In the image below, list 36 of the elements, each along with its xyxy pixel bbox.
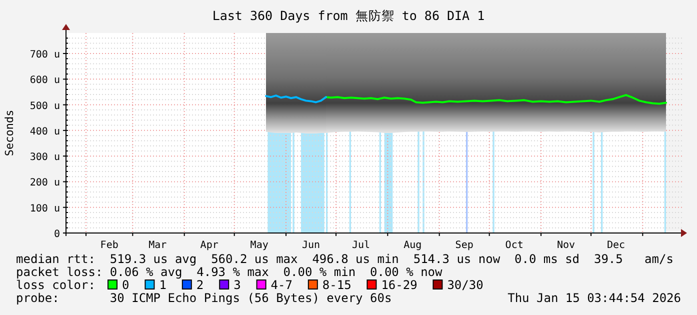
x-tick-label: Jun	[302, 240, 320, 251]
x-tick-label: Mar	[148, 240, 167, 251]
text: median rtt: 519.3 us avg 560.2 us max 496.8 us min 514.3 us now 0.0 ms sd 39.5 am/s	[16, 252, 674, 266]
x-tick-label: Aug	[404, 240, 422, 251]
legend-label: 16-29	[381, 278, 418, 292]
x-tick-label: Feb	[100, 240, 118, 251]
y-axis-title: Seconds	[3, 110, 16, 156]
x-tick-label: Apr	[200, 240, 218, 251]
y-tick-label: 400 u	[30, 126, 60, 138]
x-tick-label: Sep	[455, 240, 474, 251]
y-tick-label: 500 u	[30, 100, 60, 112]
x-tick-label: Dec	[606, 240, 626, 251]
legend-label: 30/30	[447, 278, 484, 292]
text: Thu Jan 15 03:44:54 2026	[508, 291, 681, 305]
y-tick-label: 100 u	[30, 203, 60, 214]
line-series	[325, 94, 667, 105]
y-tick-label: 300 u	[30, 152, 60, 164]
y-tick-label: 200 u	[30, 178, 60, 189]
x-tick-label: Oct	[505, 240, 524, 251]
legend-title: loss color:	[16, 278, 96, 292]
text: probe: 30 ICMP Echo Pings (56 Bytes) every 60s	[16, 291, 392, 305]
legend-label: 1	[159, 278, 166, 292]
legend-label: 0	[122, 278, 130, 292]
chart-title: Last 360 Days from 無防禦 to 86 DIA 1	[212, 8, 485, 23]
x-tick-label: Jul	[352, 240, 370, 251]
y-tick-label: 700 u	[30, 50, 60, 61]
x-tick-label: May	[250, 240, 268, 251]
y-tick-label: 600 u	[30, 75, 60, 86]
line-series	[265, 94, 327, 104]
legend-label: 3	[234, 278, 241, 292]
y-tick-label: 0	[54, 229, 60, 240]
legend-label: 4-7	[270, 278, 292, 292]
legend-label: 8-15	[322, 278, 352, 292]
legend-label: 2	[196, 278, 204, 292]
x-tick-label: Nov	[556, 240, 576, 251]
text: packet loss: 0.06 % avg 4.93 % max 0.00 % min 0.00 % now	[16, 265, 444, 279]
